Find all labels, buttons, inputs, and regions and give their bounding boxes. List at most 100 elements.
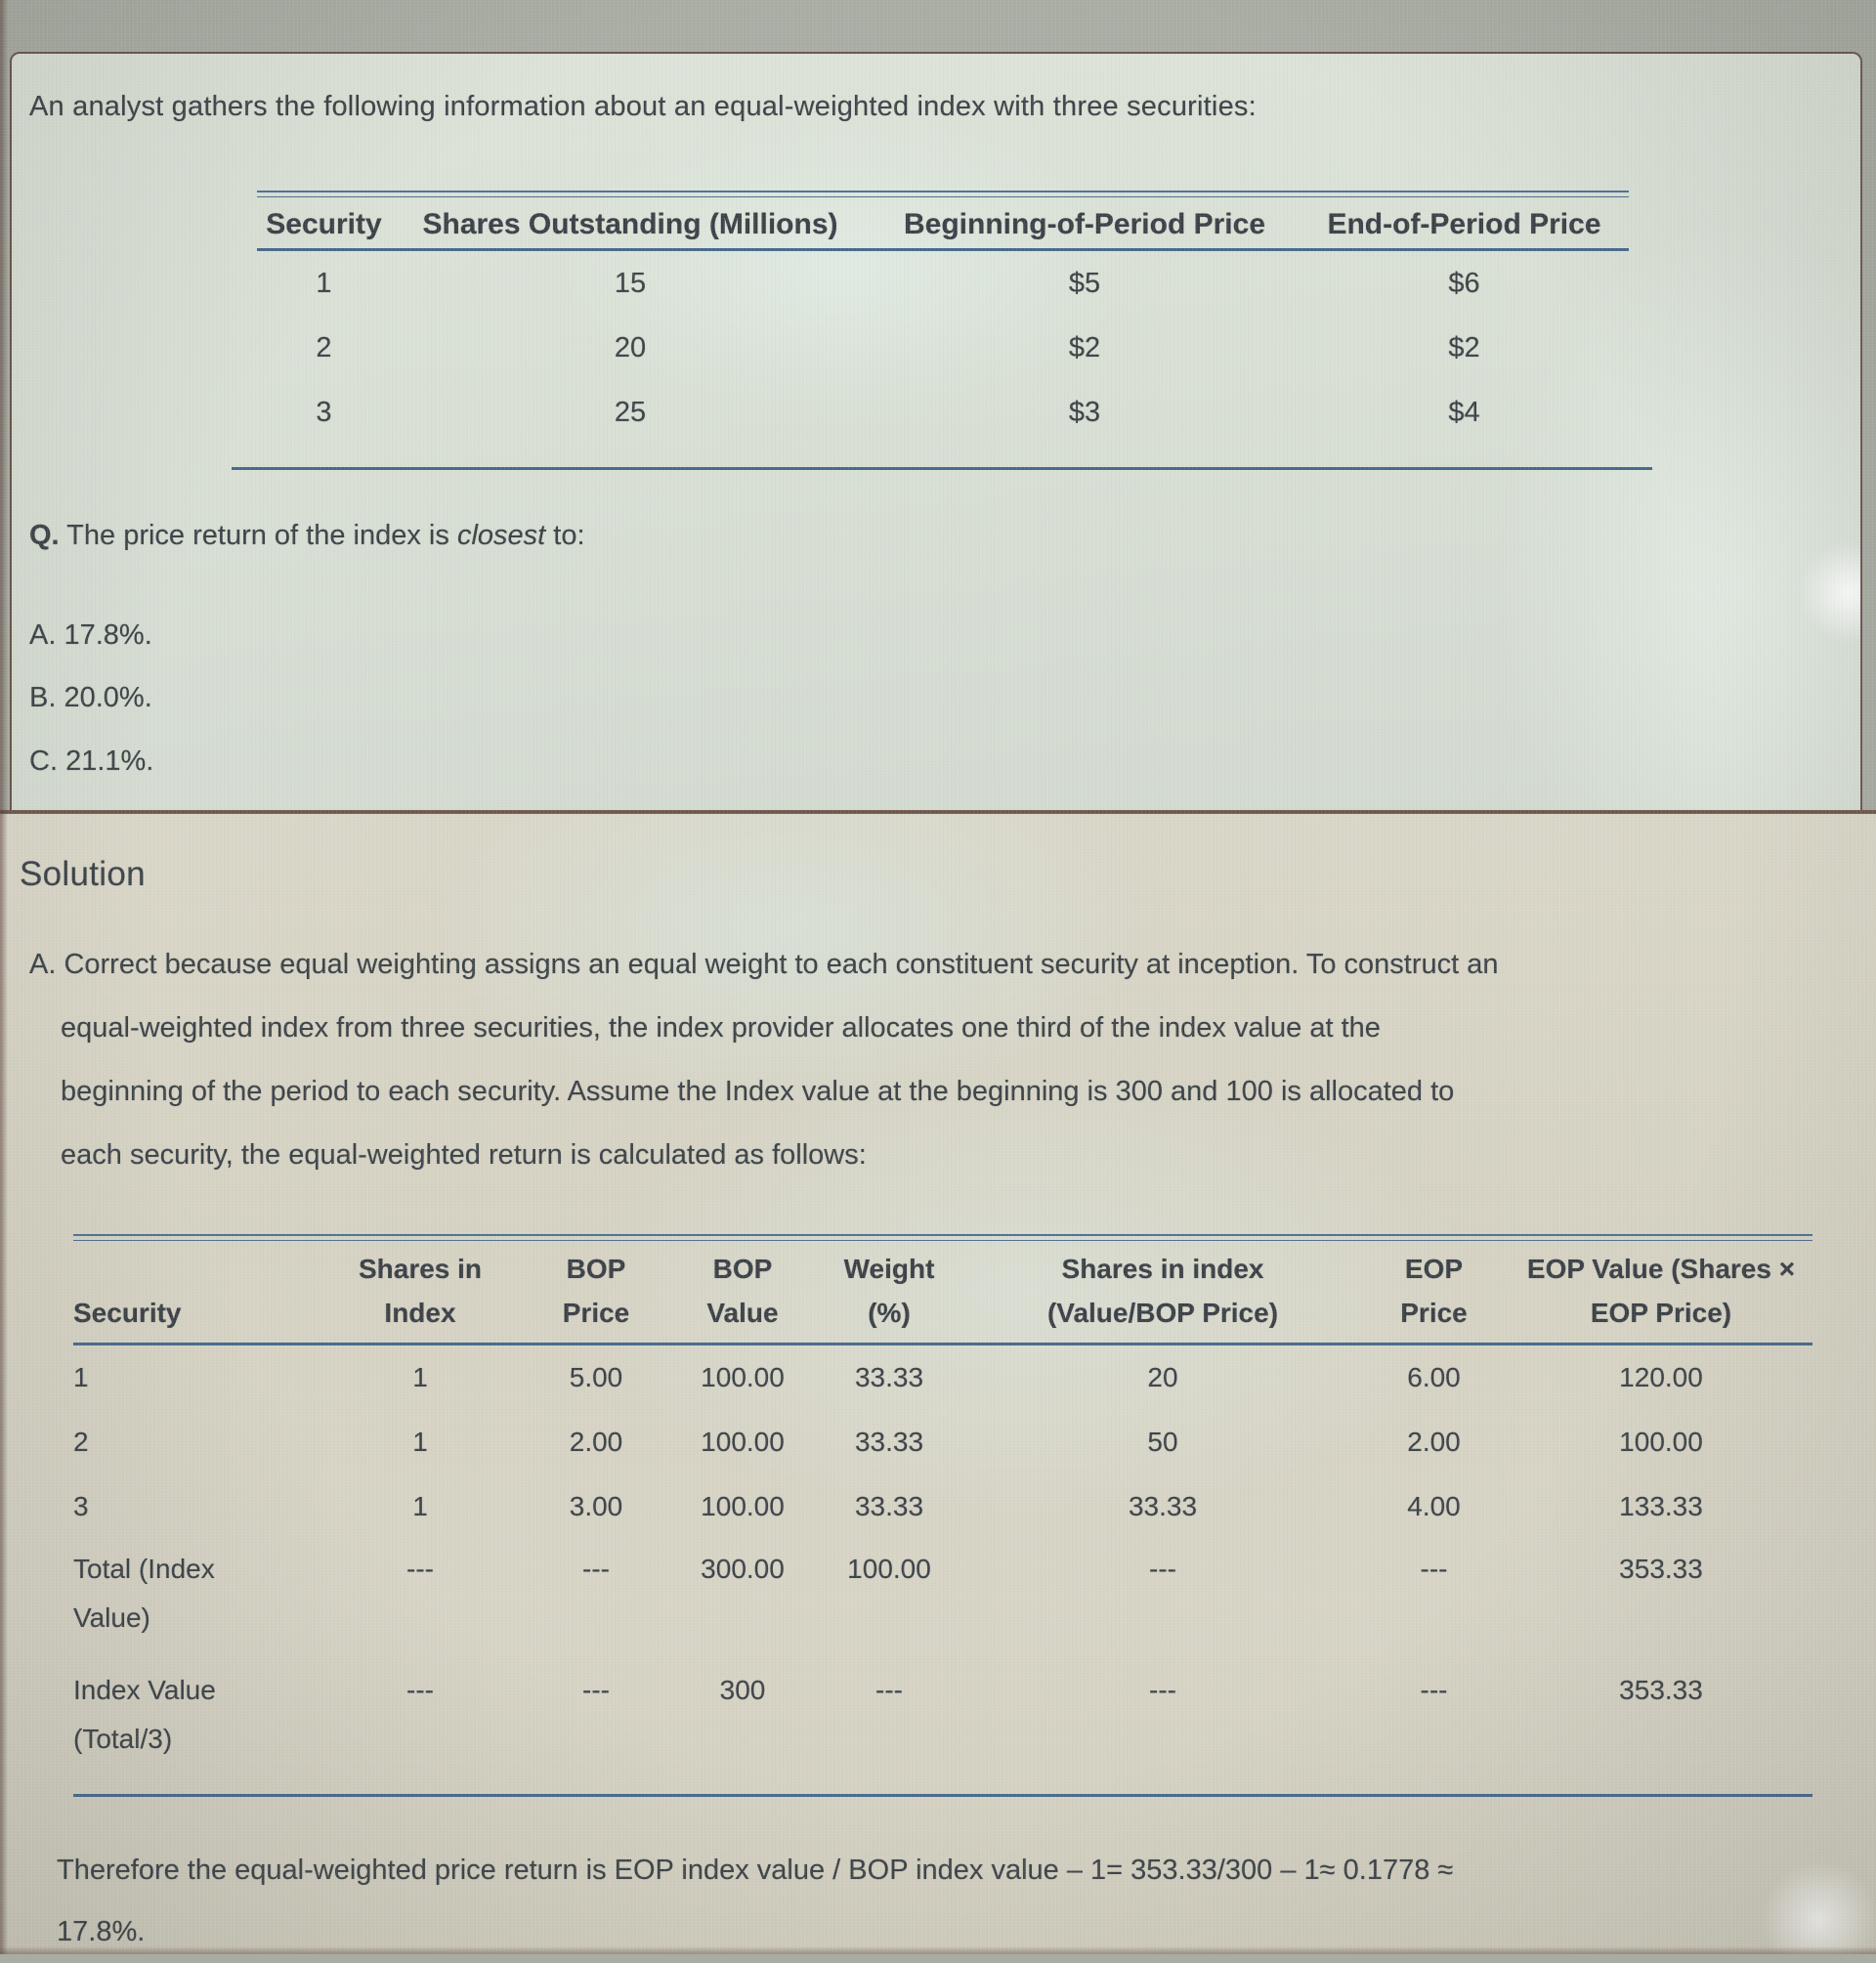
table-cell: 33.33 [854,1491,924,1521]
table-row: 2 20 $2 $2 [257,316,1629,380]
table-cell: --- [582,1554,610,1584]
table-cell: $4 [1448,396,1480,428]
table-cell: 2.00 [1407,1427,1461,1457]
table-cell: 3 [316,396,332,428]
column-header: Weight (%) [843,1254,935,1328]
table-cell: $2 [1448,331,1480,363]
section-divider [0,810,1876,814]
row-label: 3 [73,1491,89,1521]
table-cell: --- [582,1675,610,1705]
securities-table: Security Shares Outstanding (Millions) B… [232,191,1652,470]
question-label: Q. [29,520,60,551]
table-cell: 100.00 [701,1427,785,1457]
table-cell: 100.00 [701,1362,785,1392]
option-value: 17.8%. [64,619,152,651]
question-prompt: Q. The price return of the index is clos… [29,520,585,552]
table-cell: 100.00 [847,1554,931,1584]
table-cell: $3 [1068,396,1101,428]
table-cell: 33.33 [854,1362,924,1392]
table-cell: 6.00 [1407,1362,1461,1392]
table-cell: 353.33 [1619,1675,1703,1705]
table-row: 1 15 $5 $6 [257,251,1629,316]
table-cell: 2 [316,331,332,363]
question-panel: An analyst gathers the following informa… [10,52,1862,812]
answer-option-c: C. 21.1%. [29,746,153,778]
calculation-table-header: Security Shares in Index BOP Price BOP V… [73,1241,1812,1343]
table-cell: 33.33 [1128,1491,1198,1521]
conclusion-line: Therefore the equal-weighted price retur… [57,1855,1454,1886]
table-cell: 33.33 [854,1427,924,1457]
option-value: 20.0%. [64,682,152,713]
table-cell: 5.00 [569,1362,623,1392]
column-header: Security [266,208,382,240]
table-cell: 15 [614,267,647,299]
option-label: B. [29,682,57,713]
table-row-index-value: Index Value (Total/3) --- --- 300 --- --… [73,1660,1812,1775]
table-cell: --- [1420,1675,1448,1705]
table-row-total: Total (Index Value) --- --- 300.00 100.0… [73,1539,1812,1660]
table-header-rule [257,248,1629,251]
row-label: Total (Index Value) [73,1554,215,1633]
table-cell: 20 [1147,1362,1178,1392]
table-cell: 133.33 [1619,1491,1703,1521]
column-header: Shares in index (Value/BOP Price) [1046,1254,1279,1328]
table-cell: 1 [412,1427,428,1457]
column-header: Shares Outstanding (Millions) [422,208,838,240]
table-cell: 100.00 [701,1491,785,1521]
calculation-table: Security Shares in Index BOP Price BOP V… [73,1234,1812,1797]
table-cell: 100.00 [1619,1427,1703,1457]
table-cell: --- [1420,1554,1448,1584]
table-cell: --- [406,1675,434,1705]
column-header: BOP Price [562,1254,630,1328]
table-cell: $6 [1448,267,1480,299]
prompt-text: The price return of the index is [66,520,449,551]
column-header: EOP Price [1400,1254,1468,1328]
table-cell: 2.00 [569,1427,623,1457]
table-row: 2 1 2.00 100.00 33.33 50 2.00 100.00 [73,1410,1812,1474]
solution-explanation: A. Correct because equal weighting assig… [0,933,1856,1187]
table-header-rule [73,1343,1812,1345]
table-cell: 4.00 [1407,1491,1461,1521]
table-cell: 120.00 [1619,1362,1703,1392]
table-cell: --- [406,1554,434,1584]
table-cell: 353.33 [1619,1554,1703,1584]
row-label: Index Value (Total/3) [73,1675,216,1754]
column-header: EOP Value (Shares × EOP Price) [1526,1254,1796,1328]
conclusion-line: 17.8%. [57,1916,146,1947]
solution-conclusion: Therefore the equal-weighted price retur… [57,1840,1835,1963]
table-cell: 300.00 [701,1554,785,1584]
table-cell: 1 [412,1491,428,1521]
table-cell: $2 [1068,331,1101,363]
explanation-line: A. Correct because equal weighting assig… [29,949,1499,980]
table-row: 3 25 $3 $4 [257,380,1629,445]
table-cell: 20 [614,331,647,363]
option-label: C. [29,746,58,777]
table-top-rule [257,191,1629,197]
table-cell: 50 [1147,1427,1178,1457]
explanation-line: equal-weighted index from three securiti… [61,1012,1381,1044]
table-cell: 25 [614,396,647,428]
table-cell: 1 [316,267,332,299]
securities-table-header: Security Shares Outstanding (Millions) B… [257,197,1629,248]
table-cell: --- [875,1675,903,1705]
table-cell: 1 [412,1362,428,1392]
column-header: End-of-Period Price [1327,208,1601,240]
answer-option-a: A. 17.8%. [29,619,152,652]
prompt-italic-word: closest [456,520,546,551]
column-header: Beginning-of-Period Price [903,208,1266,240]
table-cell: 3.00 [569,1491,623,1521]
column-header: Security [73,1298,182,1328]
table-cell: 300 [719,1675,766,1705]
explanation-line: beginning of the period to each security… [61,1076,1455,1107]
option-value: 21.1%. [65,746,154,777]
solution-panel: Solution A. Correct because equal weight… [0,814,1876,1954]
option-label: A. [29,619,57,651]
row-label: 2 [73,1427,89,1457]
table-bottom-rule [232,467,1652,470]
prompt-text-end: to: [553,520,585,551]
table-cell: --- [1149,1675,1176,1705]
table-top-rule [73,1234,1812,1241]
answer-option-b: B. 20.0%. [29,682,152,714]
row-label: 1 [73,1362,89,1392]
